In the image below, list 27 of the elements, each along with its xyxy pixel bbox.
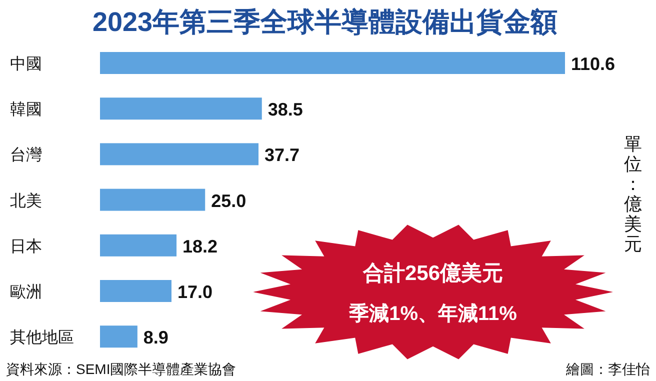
chart-title: 2023年第三季全球半導體設備出貨金額 (92, 7, 558, 37)
text: 單位：億美元 (624, 134, 642, 254)
bar (100, 98, 262, 120)
data-label: 110.6 (571, 54, 616, 74)
y-tick-label: 北美 (10, 192, 42, 210)
data-label: 18.2 (182, 236, 218, 256)
bar (100, 143, 259, 166)
data-label: 25.0 (211, 190, 246, 211)
annotation: 合計256億美元 (362, 261, 504, 285)
bar (100, 326, 138, 348)
annotation: 季減1%、年減11% (348, 302, 518, 325)
y-tick-label: 韓國 (10, 100, 42, 119)
bar (100, 52, 565, 74)
bar (100, 188, 206, 211)
bar (100, 234, 177, 256)
y-tick-label: 其他地區 (10, 328, 74, 347)
data-label: 37.7 (264, 145, 300, 166)
y-tick-label: 歐洲 (10, 283, 42, 301)
y-tick-label: 台灣 (10, 146, 42, 164)
y-tick-label: 中國 (10, 55, 42, 73)
data-label: 17.0 (177, 282, 213, 302)
source-note: 資料來源：SEMI國際半導體產業協會 (6, 361, 236, 377)
data-label: 8.9 (143, 328, 168, 348)
y-tick-label: 日本 (10, 237, 42, 256)
data-label: 38.5 (268, 100, 303, 120)
text: 繪圖：李佳怡 (565, 361, 650, 377)
bar (100, 280, 172, 302)
